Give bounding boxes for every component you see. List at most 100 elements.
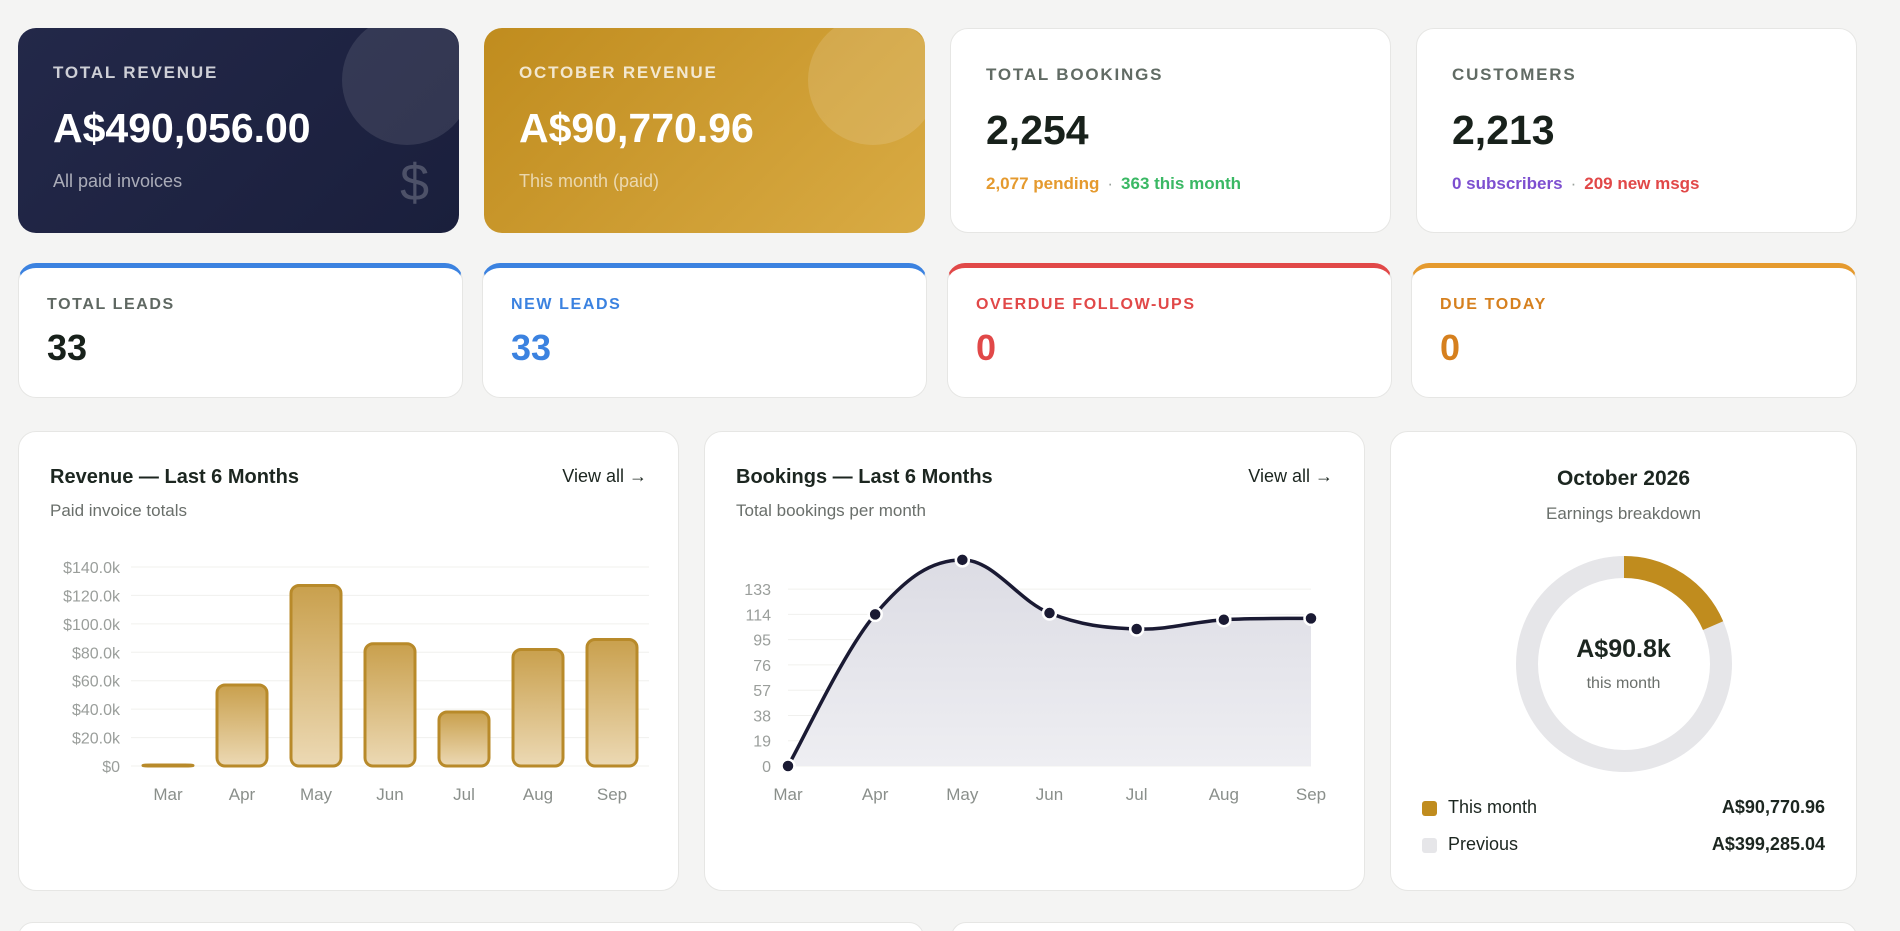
bottom-card-right bbox=[951, 922, 1857, 931]
x-tick-label: May bbox=[300, 785, 333, 804]
y-tick-label: 57 bbox=[753, 683, 771, 700]
legend-row-previous: Previous A$399,285.04 bbox=[1422, 834, 1825, 858]
due-today-card[interactable]: DUE TODAY 0 bbox=[1411, 263, 1857, 398]
donut-title: October 2026 bbox=[1556, 467, 1691, 490]
bookings-chart-subtitle: Total bookings per month bbox=[736, 501, 926, 520]
decorative-circle bbox=[342, 28, 459, 145]
total-leads-card[interactable]: TOTAL LEADS 33 bbox=[18, 263, 463, 398]
earnings-breakdown-card: October 2026 Earnings breakdown A$90.8k … bbox=[1390, 431, 1857, 891]
y-tick-label: 114 bbox=[745, 607, 771, 624]
due-today-label: DUE TODAY bbox=[1440, 296, 1547, 313]
donut-subtitle: Earnings breakdown bbox=[1546, 504, 1701, 523]
bookings-breakdown: 2,077 pending · 363 this month bbox=[986, 174, 1241, 194]
y-tick-label: $0 bbox=[102, 759, 120, 776]
bar bbox=[511, 647, 565, 768]
new-leads-value: 33 bbox=[511, 327, 552, 368]
separator: · bbox=[1570, 174, 1577, 193]
bar bbox=[141, 763, 195, 768]
revenue-chart-title: Revenue — Last 6 Months bbox=[50, 466, 299, 488]
subscribers-count: 0 subscribers bbox=[1452, 174, 1563, 193]
y-tick-label: 38 bbox=[753, 708, 771, 725]
data-point bbox=[867, 606, 883, 623]
legend-label: Previous bbox=[1448, 834, 1519, 854]
x-tick-label: Mar bbox=[773, 785, 803, 804]
overdue-followups-label: OVERDUE FOLLOW-UPS bbox=[976, 296, 1196, 313]
bar bbox=[215, 683, 269, 768]
revenue-bar-chart: $0 $20.0k $40.0k $60.0k $80.0k $100.0k $120.0k… bbox=[63, 560, 649, 804]
legend-row-this-month: This month A$90,770.96 bbox=[1422, 797, 1825, 821]
revenue-chart-subtitle: Paid invoice totals bbox=[50, 501, 188, 520]
revenue-chart-card: Revenue — Last 6 Months Paid invoice tot… bbox=[18, 431, 679, 891]
y-tick-label: 19 bbox=[753, 734, 771, 751]
bar bbox=[437, 710, 491, 768]
x-tick-label: Jun bbox=[376, 785, 403, 804]
donut-center-value: A$90.8k bbox=[1576, 635, 1671, 663]
total-bookings-value: 2,254 bbox=[986, 107, 1089, 153]
overdue-followups-card[interactable]: OVERDUE FOLLOW-UPS 0 bbox=[947, 263, 1392, 398]
earnings-donut-chart bbox=[1516, 556, 1732, 772]
total-leads-value: 33 bbox=[47, 327, 88, 368]
x-tick-label: Jun bbox=[1036, 785, 1063, 804]
decorative-circle bbox=[808, 28, 925, 145]
revenue-view-all-link[interactable]: View all → bbox=[562, 466, 647, 486]
data-point bbox=[1303, 610, 1319, 627]
october-revenue-value: A$90,770.96 bbox=[519, 105, 754, 151]
bookings-chart-title: Bookings — Last 6 Months bbox=[736, 466, 993, 488]
this-month-count: 363 this month bbox=[1121, 174, 1242, 193]
new-leads-label: NEW LEADS bbox=[511, 296, 622, 313]
due-today-value: 0 bbox=[1440, 327, 1461, 368]
pending-count: 2,077 pending bbox=[986, 174, 1100, 193]
legend-value: A$399,285.04 bbox=[1711, 834, 1825, 854]
separator: · bbox=[1107, 174, 1114, 193]
data-point bbox=[954, 552, 971, 568]
bookings-view-all-link[interactable]: View all → bbox=[1248, 466, 1333, 486]
x-tick-label: May bbox=[946, 785, 979, 804]
data-point bbox=[1216, 611, 1232, 628]
customers-value: 2,213 bbox=[1452, 107, 1555, 153]
legend-value: A$90,770.96 bbox=[1721, 797, 1825, 817]
y-tick-label: $140.0k bbox=[63, 560, 121, 577]
donut-slice-this-month bbox=[1623, 556, 1724, 631]
y-tick-label: $120.0k bbox=[63, 588, 121, 605]
legend-label: This month bbox=[1448, 797, 1538, 817]
new-msgs-count: 209 new msgs bbox=[1584, 174, 1700, 193]
total-revenue-card: TOTAL REVENUE A$490,056.00 All paid invo… bbox=[18, 28, 459, 233]
bar bbox=[363, 642, 417, 768]
october-revenue-card: OCTOBER REVENUE A$90,770.96 This month (… bbox=[484, 28, 925, 233]
total-revenue-label: TOTAL REVENUE bbox=[53, 63, 219, 82]
october-revenue-sub: This month (paid) bbox=[519, 171, 660, 191]
y-tick-label: $100.0k bbox=[63, 617, 121, 634]
y-tick-label: 76 bbox=[753, 658, 771, 675]
y-tick-label: $20.0k bbox=[72, 731, 121, 748]
bottom-card-left bbox=[18, 922, 924, 931]
new-leads-card[interactable]: NEW LEADS 33 bbox=[482, 263, 927, 398]
y-tick-label: $80.0k bbox=[72, 645, 121, 662]
dollar-icon: $ bbox=[400, 154, 429, 212]
data-point bbox=[1041, 605, 1058, 621]
total-leads-label: TOTAL LEADS bbox=[47, 296, 175, 313]
y-tick-label: 0 bbox=[762, 759, 771, 776]
bar bbox=[585, 637, 639, 768]
data-point bbox=[1128, 621, 1145, 637]
x-tick-label: Aug bbox=[523, 785, 553, 804]
x-tick-label: Apr bbox=[862, 785, 889, 804]
total-bookings-card: TOTAL BOOKINGS 2,254 2,077 pending · 363 t… bbox=[950, 28, 1391, 233]
october-revenue-label: OCTOBER REVENUE bbox=[519, 63, 718, 82]
customers-breakdown: 0 subscribers · 209 new msgs bbox=[1452, 174, 1700, 194]
x-tick-label: Sep bbox=[597, 785, 627, 804]
customers-label: CUSTOMERS bbox=[1452, 65, 1577, 84]
y-tick-label: 133 bbox=[744, 582, 771, 599]
y-tick-label: $60.0k bbox=[72, 674, 121, 691]
overdue-followups-value: 0 bbox=[976, 327, 997, 368]
legend-swatch-this-month bbox=[1422, 801, 1437, 816]
bookings-area-chart: 0 19 38 57 76 95 114 133 Mar Apr May Jun Jul Aug Sep bbox=[744, 552, 1326, 804]
x-tick-label: Sep bbox=[1296, 785, 1326, 804]
customers-card: CUSTOMERS 2,213 0 subscribers · 209 new ms… bbox=[1416, 28, 1857, 233]
total-bookings-label: TOTAL BOOKINGS bbox=[986, 65, 1164, 84]
data-point bbox=[780, 758, 796, 774]
bar bbox=[289, 583, 343, 768]
legend-swatch-previous bbox=[1422, 838, 1437, 853]
x-tick-label: Aug bbox=[1209, 785, 1239, 804]
x-tick-label: Jul bbox=[1126, 785, 1148, 804]
area-fill bbox=[788, 559, 1311, 766]
